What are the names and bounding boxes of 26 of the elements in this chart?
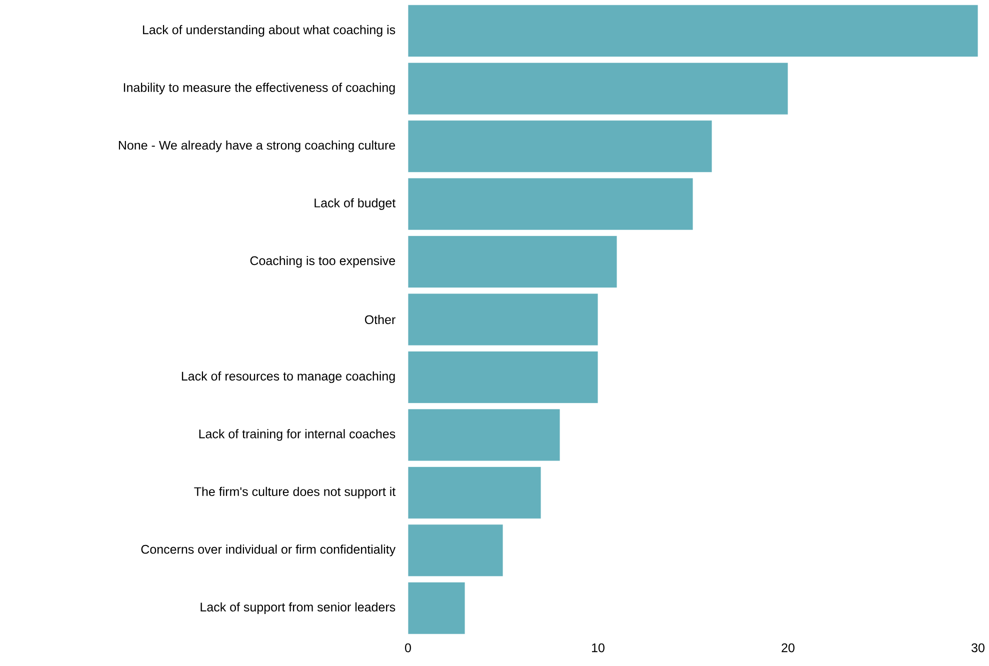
y-tick-label: Lack of budget bbox=[314, 198, 396, 210]
bar bbox=[408, 293, 598, 346]
y-tick-label: Lack of understanding about what coaching is bbox=[143, 25, 396, 37]
bar bbox=[408, 408, 560, 462]
bar bbox=[408, 524, 504, 577]
y-tick-label: Coaching is too expensive bbox=[250, 256, 396, 268]
bar bbox=[408, 466, 542, 519]
y-tick-label: Lack of resources to manage coaching bbox=[182, 371, 395, 384]
bar bbox=[408, 62, 788, 115]
bar bbox=[408, 236, 618, 288]
y-tick-label: Other bbox=[364, 314, 396, 324]
bar bbox=[408, 351, 598, 404]
x-tick-label: 10 bbox=[592, 643, 604, 652]
y-tick-label: Lack of training for internal coaches bbox=[199, 429, 396, 441]
x-tick-label: 20 bbox=[782, 643, 794, 652]
x-tick-label: 30 bbox=[972, 643, 984, 652]
y-tick-label: The firm's culture does not support it bbox=[194, 486, 396, 499]
y-tick-label: Lack of support from senior leaders bbox=[200, 602, 396, 614]
bar bbox=[408, 4, 978, 58]
x-tick-label: 0 bbox=[405, 643, 411, 652]
y-tick-label: Concerns over individual or firm confidentiality bbox=[141, 544, 396, 556]
y-tick-label: Inability to measure the effectiveness of coaching bbox=[124, 82, 395, 94]
bar bbox=[408, 120, 712, 173]
bar bbox=[408, 582, 466, 634]
bar bbox=[408, 178, 694, 230]
y-tick-label: None - We already have a strong coaching culture bbox=[118, 140, 396, 152]
